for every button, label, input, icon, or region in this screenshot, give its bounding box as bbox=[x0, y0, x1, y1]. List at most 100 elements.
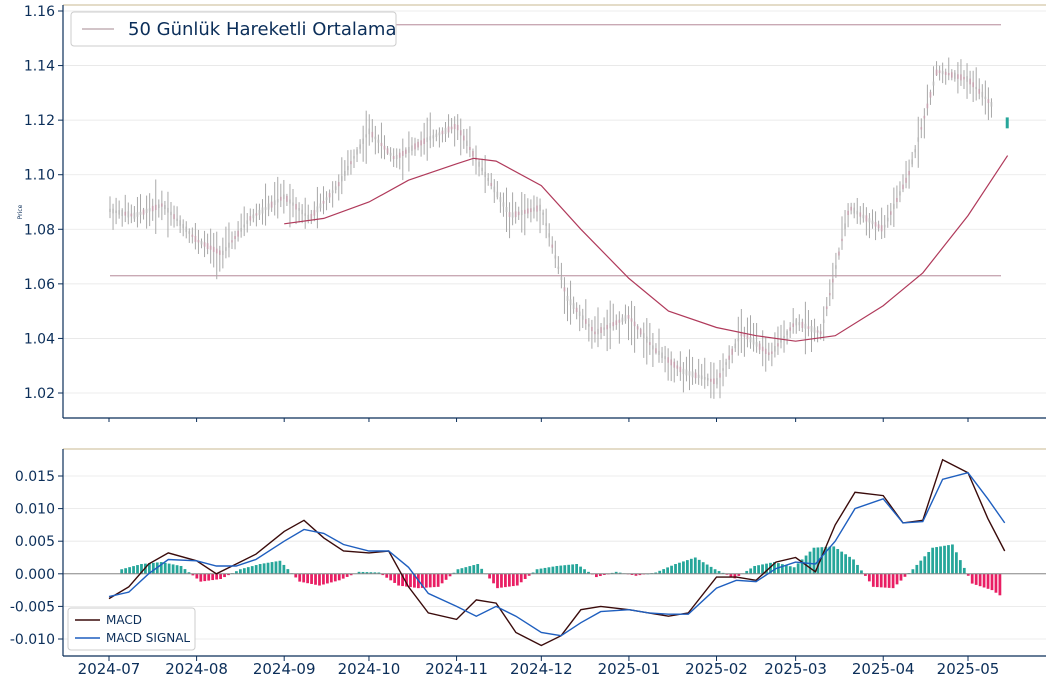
price-candle-body bbox=[603, 327, 605, 330]
macd-histogram-bar bbox=[381, 573, 385, 576]
price-candle-body bbox=[295, 203, 297, 210]
macd-histogram-bar bbox=[262, 563, 266, 574]
macd-histogram-bar bbox=[337, 573, 341, 581]
macd-histogram-bar bbox=[511, 573, 515, 587]
macd-histogram-bar bbox=[800, 559, 804, 574]
price-candle-body bbox=[478, 161, 480, 167]
macd-histogram-bar bbox=[480, 568, 484, 574]
price-candle-body bbox=[621, 317, 624, 322]
price-candle-body bbox=[850, 206, 852, 211]
macd-histogram-bar bbox=[452, 572, 456, 574]
price-candle-body bbox=[865, 215, 868, 222]
price-candle-body bbox=[585, 319, 587, 324]
macd-histogram-bar bbox=[994, 573, 998, 593]
price-candle-body bbox=[289, 199, 291, 204]
macd-histogram-bar bbox=[602, 573, 606, 575]
price-candle-body bbox=[118, 210, 120, 215]
price-candle-body bbox=[853, 207, 855, 214]
price-candle-body bbox=[969, 78, 971, 85]
price-candle-body bbox=[539, 204, 541, 211]
price-candle-body bbox=[664, 356, 666, 360]
macd-histogram-bar bbox=[579, 566, 582, 574]
price-candle-body bbox=[499, 197, 502, 202]
price-candle-body bbox=[389, 152, 392, 156]
macd-histogram-bar bbox=[951, 544, 954, 574]
price-candle-body bbox=[575, 307, 578, 313]
macd-histogram-bar bbox=[377, 572, 381, 574]
price-candle-body bbox=[206, 243, 209, 250]
macd-histogram-bar bbox=[389, 573, 393, 581]
price-candle-body bbox=[347, 165, 349, 171]
price-candle-body bbox=[453, 123, 456, 130]
price-candle-body bbox=[694, 372, 697, 379]
price-candle-body bbox=[423, 138, 425, 144]
price-legend: 50 Günlük Hareketli Ortalama bbox=[70, 11, 397, 47]
macd-histogram-bar bbox=[428, 573, 432, 588]
macd-histogram-bar bbox=[488, 573, 491, 579]
price-legend-box bbox=[70, 11, 397, 47]
macd-histogram-bar bbox=[958, 560, 962, 574]
price-candle-body bbox=[728, 355, 730, 360]
price-candle-body bbox=[194, 235, 197, 242]
price-candle-body bbox=[838, 251, 840, 256]
price-candle-body bbox=[658, 350, 660, 355]
price-candle-body bbox=[954, 72, 956, 79]
macd-histogram-bar bbox=[270, 562, 274, 574]
price-candle-body bbox=[344, 171, 346, 176]
macd-histogram-bar bbox=[460, 568, 464, 574]
macd-histogram-bar bbox=[674, 564, 677, 574]
macd-histogram-bar bbox=[246, 567, 250, 574]
price-candle-body bbox=[935, 69, 938, 76]
price-candle-body bbox=[151, 205, 154, 212]
macd-histogram-bar bbox=[314, 573, 317, 585]
macd-histogram-bar bbox=[713, 569, 717, 574]
price-y-tick-label: 1.12 bbox=[24, 113, 55, 129]
price-candle-body bbox=[618, 319, 621, 323]
macd-histogram-bar bbox=[397, 573, 400, 586]
macd-histogram-bar bbox=[689, 558, 693, 574]
price-candle-body bbox=[914, 149, 916, 153]
macd-histogram-bar bbox=[555, 565, 559, 574]
macd-histogram-bar bbox=[507, 573, 511, 587]
macd-histogram-bar bbox=[151, 562, 155, 574]
macd-y-tick-label: -0.010 bbox=[10, 632, 55, 648]
price-legend-label: 50 Günlük Hareketli Ortalama bbox=[128, 19, 396, 40]
price-candle-body bbox=[774, 345, 776, 352]
price-candle-body bbox=[322, 200, 325, 204]
macd-histogram-bar bbox=[440, 573, 444, 584]
price-candle-body bbox=[862, 214, 865, 219]
macd-histogram-bar bbox=[998, 573, 1002, 596]
price-y-tick-label: 1.04 bbox=[24, 331, 55, 347]
macd-histogram-bar bbox=[939, 546, 942, 574]
price-candle-body bbox=[432, 135, 435, 139]
price-candle-body bbox=[929, 91, 932, 98]
price-candle-body bbox=[161, 203, 163, 207]
price-candle-body bbox=[771, 351, 773, 354]
macd-histogram-bar bbox=[575, 564, 579, 574]
macd-histogram-bar bbox=[444, 573, 448, 580]
price-candle-body bbox=[975, 86, 977, 90]
macd-y-tick-label: -0.005 bbox=[10, 599, 55, 615]
price-candle-body bbox=[237, 230, 239, 237]
macd-histogram-bar bbox=[310, 573, 313, 584]
macd-histogram-bar bbox=[543, 567, 547, 574]
macd-histogram-bar bbox=[523, 573, 527, 580]
macd-histogram-bar bbox=[895, 573, 899, 585]
price-candle-body bbox=[716, 378, 718, 385]
price-candle-body bbox=[148, 208, 151, 212]
macd-histogram-bar bbox=[666, 567, 669, 574]
macd-histogram-bar bbox=[840, 551, 844, 574]
macd-histogram-bar bbox=[860, 570, 863, 574]
price-candle-body bbox=[188, 231, 191, 234]
macd-histogram-bar bbox=[294, 573, 298, 578]
macd-histogram-bar bbox=[223, 573, 226, 578]
macd-histogram-bar bbox=[824, 546, 828, 574]
macd-histogram-bar bbox=[183, 569, 187, 574]
macd-histogram-bar bbox=[318, 573, 321, 586]
price-candle-body bbox=[569, 299, 572, 306]
price-candle-body bbox=[514, 211, 517, 218]
price-candle-body bbox=[270, 201, 273, 208]
price-candle-body bbox=[725, 362, 727, 365]
price-candle-body bbox=[792, 323, 794, 327]
price-candle-body bbox=[755, 341, 758, 347]
